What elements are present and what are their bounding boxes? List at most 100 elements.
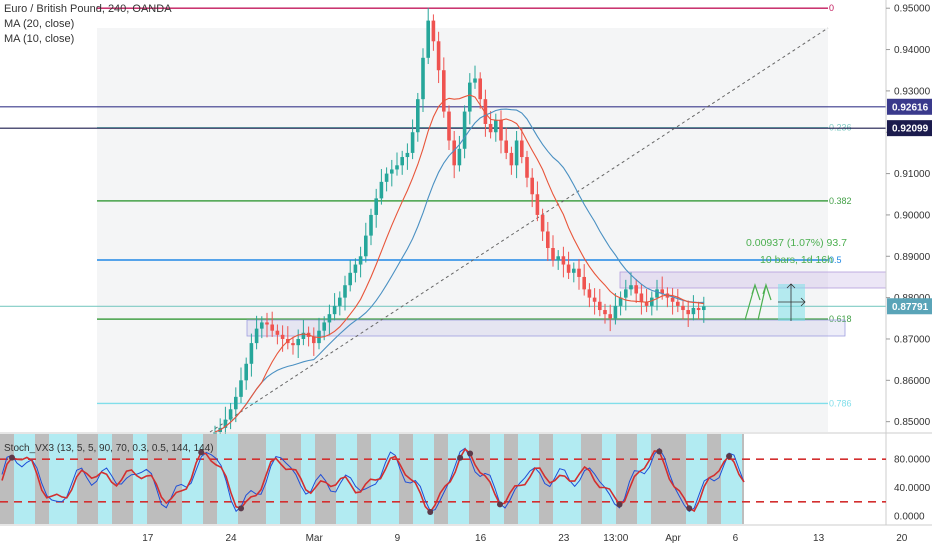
- oscillator-band: [357, 434, 371, 524]
- price-tick-label: 0.95000: [894, 4, 931, 15]
- candle-body: [280, 334, 285, 339]
- candle-body: [270, 324, 274, 331]
- time-tick-label: 17: [142, 533, 154, 544]
- candle-body: [592, 297, 597, 302]
- price-tag-box: [887, 298, 932, 315]
- candle-body: [223, 419, 228, 428]
- candle-body: [442, 70, 446, 112]
- price-tick-label: 0.94000: [894, 45, 931, 56]
- chart-title: Euro / British Pound, 240, OANDA: [4, 3, 172, 15]
- ma10-line: [214, 94, 704, 433]
- price-tick-label: 0.86000: [894, 376, 931, 387]
- oscillator-band: [371, 434, 399, 524]
- candle-body: [468, 82, 472, 112]
- candle-body: [405, 152, 410, 158]
- candle-body: [457, 148, 462, 166]
- fib-level-label: 0.786: [829, 398, 852, 408]
- resistance-zone-box: [619, 271, 932, 289]
- price-tick-label: 0.89000: [894, 252, 931, 263]
- price-tick-label: 0.85000: [894, 417, 931, 428]
- time-axis[interactable]: 17 24 Mar 9 16 23 13:00 Apr 6 13 20: [142, 533, 908, 544]
- candle-body: [395, 165, 399, 170]
- candle-body: [369, 214, 373, 236]
- oscillator-band: [504, 434, 518, 524]
- oscillator-band: [49, 434, 77, 524]
- candle-body: [676, 301, 680, 306]
- oscillator-tick-label: 80.0000: [894, 455, 931, 466]
- price-tick-label: 0.90000: [894, 210, 931, 221]
- candle-body: [312, 336, 316, 344]
- candle-body: [254, 328, 259, 344]
- candle-body: [504, 140, 508, 153]
- oscillator-tick-label: 40.0000: [894, 483, 931, 494]
- time-tick-label: 16: [475, 533, 487, 544]
- measure-line2: 10 bars, 1d 16h: [760, 254, 833, 266]
- candle-body: [431, 20, 436, 42]
- oscillator-band: [434, 434, 448, 524]
- oscillator-axis: 80.0000 40.0000 0.0000: [894, 455, 931, 523]
- fib-level-label: 0.5: [829, 255, 842, 265]
- candle-body: [681, 305, 685, 311]
- stoch-extreme-marker: [467, 450, 474, 457]
- time-tick-label: 6: [733, 533, 739, 544]
- price-tick-label: 0.87000: [894, 334, 931, 345]
- candle-body: [572, 268, 576, 273]
- candle-body: [317, 330, 321, 344]
- candle-body: [322, 322, 326, 331]
- candle-body: [390, 169, 394, 174]
- oscillator-band: [301, 434, 315, 524]
- candle-body: [483, 99, 488, 124]
- candle-body: [546, 231, 550, 249]
- candle-body: [265, 322, 269, 325]
- candle-body: [228, 409, 233, 420]
- candle-body: [343, 285, 347, 298]
- price-tag-box: [887, 120, 932, 137]
- candle-body: [338, 297, 342, 306]
- candle-body: [587, 289, 592, 298]
- candle-body: [660, 289, 664, 294]
- candle-body: [452, 140, 456, 166]
- time-tick-label: 13:00: [603, 533, 628, 544]
- candle-body: [577, 268, 581, 277]
- candle-body: [384, 173, 389, 182]
- price-tag-label: 0.87791: [892, 302, 929, 313]
- candle-body: [702, 306, 706, 311]
- price-axis[interactable]: [886, 0, 932, 432]
- stoch-extreme-marker: [8, 454, 15, 461]
- stoch-extreme-marker: [427, 509, 434, 516]
- time-tick-label: 9: [395, 533, 401, 544]
- stoch-extreme-marker: [457, 454, 464, 461]
- candle-body: [540, 214, 545, 232]
- candle-body: [494, 119, 498, 133]
- candle-body: [618, 297, 623, 306]
- fib-level-label: 0.618: [829, 314, 852, 324]
- time-tick-label: 13: [813, 533, 825, 544]
- candle-body: [244, 363, 248, 381]
- projection-arrows[interactable]: [744, 282, 772, 321]
- candle-body: [691, 307, 696, 315]
- candle-body: [509, 152, 514, 166]
- candle-body: [239, 380, 243, 397]
- candle-body: [260, 322, 264, 329]
- oscillator-band: [581, 434, 602, 524]
- oscillator-band: [490, 434, 504, 524]
- candle-body: [520, 140, 524, 158]
- time-tick-label: 20: [896, 533, 908, 544]
- measure-crosshair: [778, 283, 806, 321]
- candle-body: [644, 301, 649, 306]
- time-tick-label: 24: [225, 533, 237, 544]
- legend-ma20: MA (20, close): [4, 18, 75, 30]
- candle-body: [551, 248, 555, 261]
- oscillator-band: [602, 434, 616, 524]
- measure-box[interactable]: [778, 284, 805, 321]
- stoch-extreme-marker: [726, 453, 733, 460]
- price-tag-box: [887, 98, 932, 115]
- price-tick-label: 0.91000: [894, 169, 931, 180]
- candle-body: [291, 343, 295, 346]
- oscillator-band: [315, 434, 336, 524]
- time-tick-label: 23: [558, 533, 570, 544]
- candle-body: [301, 332, 306, 339]
- stoch-extreme-marker: [656, 448, 663, 455]
- candle-body: [696, 307, 701, 311]
- candle-body: [566, 264, 571, 273]
